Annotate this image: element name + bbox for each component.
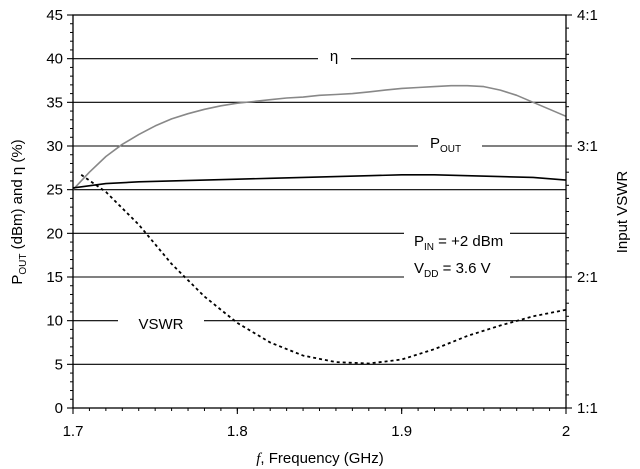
- pin-label: PIN = +2 dBm: [414, 233, 503, 253]
- pin-label-value: = +2 dBm: [434, 233, 503, 250]
- y-axis-title: POUT (dBm) and η (%): [9, 139, 29, 284]
- y2-tick-label-3: 4:1: [577, 7, 598, 24]
- x-tick-label-2: 1.9: [391, 423, 412, 440]
- y2-tick-label-1: 2:1: [577, 269, 598, 286]
- pout-label: POUT: [430, 135, 461, 155]
- x-tick-label-1: 1.8: [227, 423, 248, 440]
- vswr-label: VSWR: [139, 316, 184, 333]
- y-tick-label-45: 45: [46, 7, 63, 24]
- x-tick-label-0: 1.7: [63, 423, 84, 440]
- pout-label-sub: OUT: [440, 144, 461, 155]
- series-line-1: [72, 174, 567, 189]
- y-axis-title-rest: (dBm) and η (%): [9, 139, 26, 253]
- x-axis-title-italic: f: [256, 451, 262, 467]
- y-tick-label-40: 40: [46, 51, 63, 68]
- y-axis-title-sub: OUT: [18, 254, 29, 275]
- eta-label-bg: [318, 48, 351, 66]
- y-tick-label-5: 5: [55, 356, 63, 373]
- annotation-backgrounds: [118, 48, 510, 334]
- pin-vdd-label-bg: [404, 229, 510, 281]
- y-tick-label-20: 20: [46, 225, 63, 242]
- series-group: [72, 84, 567, 365]
- y-tick-label-25: 25: [46, 182, 63, 199]
- x-axis-title: f, Frequency (GHz): [256, 450, 384, 467]
- y2-axis-title: Input VSWR: [614, 171, 631, 254]
- y-tick-label-30: 30: [46, 138, 63, 155]
- y-axis-title-p: P: [9, 275, 26, 285]
- y-tick-label-15: 15: [46, 269, 63, 286]
- eta-label: η: [330, 48, 338, 65]
- pin-label-main: P: [414, 233, 424, 250]
- axis-ticks: 0 5 10 15 20 25 30 35 40 45 1.7 1.8 1.9 2 1:1 2:1 3:1 4:1: [46, 7, 598, 440]
- y-tick-label-35: 35: [46, 94, 63, 111]
- x-axis-title-rest: , Frequency (GHz): [260, 450, 383, 467]
- series-line-2: [80, 174, 567, 365]
- pout-label-bg: [418, 131, 482, 155]
- pin-label-sub: IN: [424, 242, 434, 253]
- vdd-label-value: = 3.6 V: [438, 260, 490, 277]
- x-tick-label-3: 2: [562, 423, 570, 440]
- y2-tick-label-2: 3:1: [577, 138, 598, 155]
- series-line-0: [72, 84, 567, 191]
- vdd-label-sub: DD: [424, 269, 438, 280]
- y2-tick-label-0: 1:1: [577, 400, 598, 417]
- pout-label-main: P: [430, 135, 440, 152]
- vdd-label: VDD = 3.6 V: [414, 260, 491, 280]
- y-tick-label-0: 0: [55, 400, 63, 417]
- vdd-label-main: V: [414, 260, 424, 277]
- vswr-label-bg: [118, 312, 204, 334]
- y-tick-label-10: 10: [46, 313, 63, 330]
